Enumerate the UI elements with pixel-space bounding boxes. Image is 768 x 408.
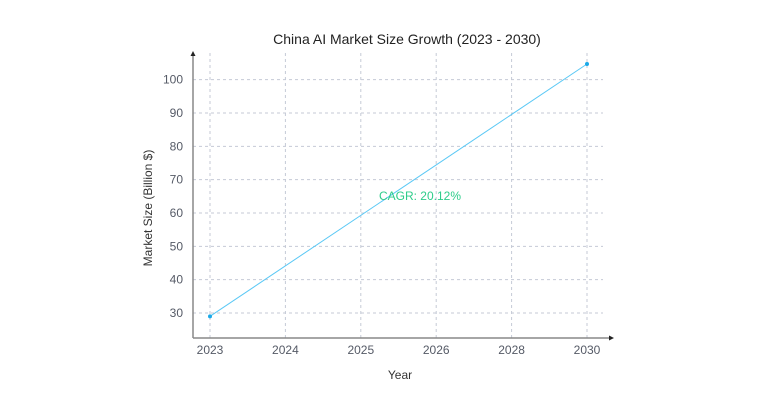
chart-title: China AI Market Size Growth (2023 - 2030… bbox=[273, 31, 541, 47]
y-tick-label: 100 bbox=[163, 73, 183, 87]
x-axis-label: Year bbox=[388, 368, 412, 382]
y-tick-label: 50 bbox=[170, 239, 184, 253]
ticks: 30 40 50 60 70 80 90 100 2023 2024 2025 2026 2028 203… bbox=[163, 73, 601, 357]
data-point bbox=[585, 62, 589, 66]
y-axis-arrow bbox=[190, 51, 196, 56]
x-axis-arrow bbox=[609, 335, 614, 341]
x-tick-label: 2028 bbox=[498, 343, 525, 357]
series bbox=[208, 62, 589, 319]
y-tick-label: 80 bbox=[170, 139, 184, 153]
y-tick-label: 30 bbox=[170, 306, 184, 320]
data-point bbox=[208, 314, 212, 319]
axes bbox=[190, 51, 614, 341]
x-tick-label: 2030 bbox=[574, 343, 601, 357]
y-tick-label: 40 bbox=[170, 273, 184, 287]
x-tick-label: 2026 bbox=[423, 343, 450, 357]
y-tick-label: 90 bbox=[170, 106, 184, 120]
x-tick-label: 2024 bbox=[272, 343, 299, 357]
series-line bbox=[209, 63, 588, 317]
cagr-annotation: CAGR: 20.12% bbox=[379, 189, 461, 203]
y-axis-label: Market Size (Billion $) bbox=[141, 150, 155, 267]
x-tick-label: 2023 bbox=[197, 343, 224, 357]
y-tick-label: 60 bbox=[170, 206, 184, 220]
x-tick-label: 2025 bbox=[347, 343, 374, 357]
grid bbox=[193, 53, 603, 338]
y-tick-label: 70 bbox=[170, 173, 184, 187]
